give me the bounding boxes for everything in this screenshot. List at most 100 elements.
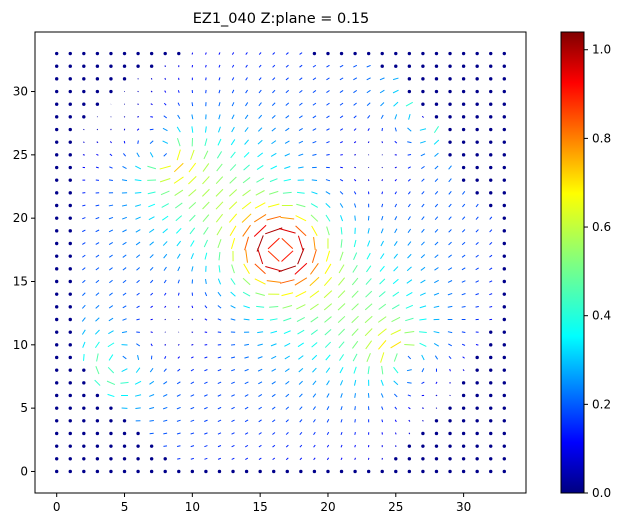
colorbar-tick-label: 1.0 [592,43,611,57]
velocity-arrow [253,224,267,237]
velocity-arrow [381,166,383,169]
velocity-arrow [296,317,305,322]
grid-point-marker [55,469,59,474]
velocity-arrow [229,225,237,237]
grid-point-marker [489,191,493,195]
grid-point-marker [502,355,506,360]
grid-point-marker [448,444,452,448]
velocity-arrow [447,292,453,296]
velocity-arrow [110,141,112,144]
velocity-arrow [162,394,168,397]
velocity-arrow [164,356,167,359]
grid-point-marker [149,64,154,68]
grid-point-marker [489,115,493,119]
grid-point-marker [55,368,59,372]
grid-point-marker [461,102,466,106]
velocity-arrow [109,153,113,157]
velocity-arrow [150,318,153,321]
velocity-arrow [272,432,276,435]
velocity-arrow [354,432,356,435]
velocity-arrow [175,227,182,234]
velocity-arrow [204,381,208,385]
velocity-arrow [421,165,425,170]
velocity-arrow [420,153,426,157]
velocity-arrow [340,215,344,222]
velocity-arrow [378,340,387,350]
velocity-arrow [364,328,373,337]
velocity-arrow [174,202,183,209]
velocity-arrow [162,127,168,132]
velocity-arrow [407,355,412,360]
velocity-arrow [281,237,294,250]
velocity-arrow [339,354,345,361]
velocity-arrow [177,102,180,106]
velocity-arrow [204,432,208,435]
velocity-arrow [394,216,398,221]
colorbar-tick-label: 0.4 [592,309,611,323]
velocity-arrow [271,102,276,106]
velocity-arrow [324,263,332,274]
grid-point-marker [502,153,506,157]
velocity-arrow [122,166,127,170]
velocity-arrow [161,203,169,208]
velocity-arrow [136,128,140,131]
grid-point-marker [231,469,235,474]
velocity-arrow [217,356,222,359]
grid-point-marker [122,431,127,436]
velocity-arrow [177,279,180,284]
velocity-arrow [366,89,371,94]
grid-point-marker [502,216,506,220]
velocity-arrow [419,318,427,321]
grid-point-marker [68,191,72,195]
velocity-arrow [136,254,141,258]
velocity-arrow [106,380,116,385]
velocity-arrow [164,305,167,308]
velocity-arrow [204,394,208,397]
grid-point-marker [448,115,452,119]
velocity-arrow [190,394,195,397]
velocity-arrow [489,242,493,245]
velocity-arrow [295,225,307,237]
grid-point-marker [489,203,493,208]
velocity-arrow [108,354,114,361]
grid-point-marker [489,102,493,106]
x-tick-label: 25 [388,500,403,514]
velocity-arrow [285,380,290,385]
grid-point-marker [109,431,113,436]
velocity-arrow [284,355,290,360]
velocity-arrow [353,252,358,261]
velocity-arrow [241,201,252,210]
velocity-arrow [421,368,425,373]
grid-point-marker [475,89,479,94]
velocity-arrow [364,303,373,311]
velocity-arrow [82,267,86,271]
grid-point-marker [448,419,452,423]
velocity-arrow [364,315,373,324]
velocity-arrow [107,342,115,348]
velocity-arrow [244,356,249,359]
velocity-arrow [218,77,221,81]
grid-point-marker [55,330,59,334]
grid-point-marker [502,419,506,423]
velocity-arrow [217,419,222,423]
velocity-arrow [462,356,465,359]
velocity-arrow [107,393,115,398]
velocity-arrow [164,318,166,321]
grid-point-marker [68,77,72,81]
velocity-arrow [164,292,167,296]
velocity-arrow [149,419,154,422]
velocity-arrow [295,291,307,298]
grid-point-marker [475,368,479,372]
velocity-arrow [367,366,370,375]
velocity-arrow [95,217,100,220]
velocity-arrow [258,381,263,385]
velocity-arrow [203,150,209,160]
velocity-arrow [408,432,411,435]
velocity-arrow [95,166,99,169]
velocity-arrow [177,90,180,93]
grid-point-marker [502,191,506,195]
velocity-arrow [244,343,250,346]
velocity-arrow [407,241,412,246]
velocity-arrow [433,331,440,334]
velocity-arrow [461,293,466,296]
